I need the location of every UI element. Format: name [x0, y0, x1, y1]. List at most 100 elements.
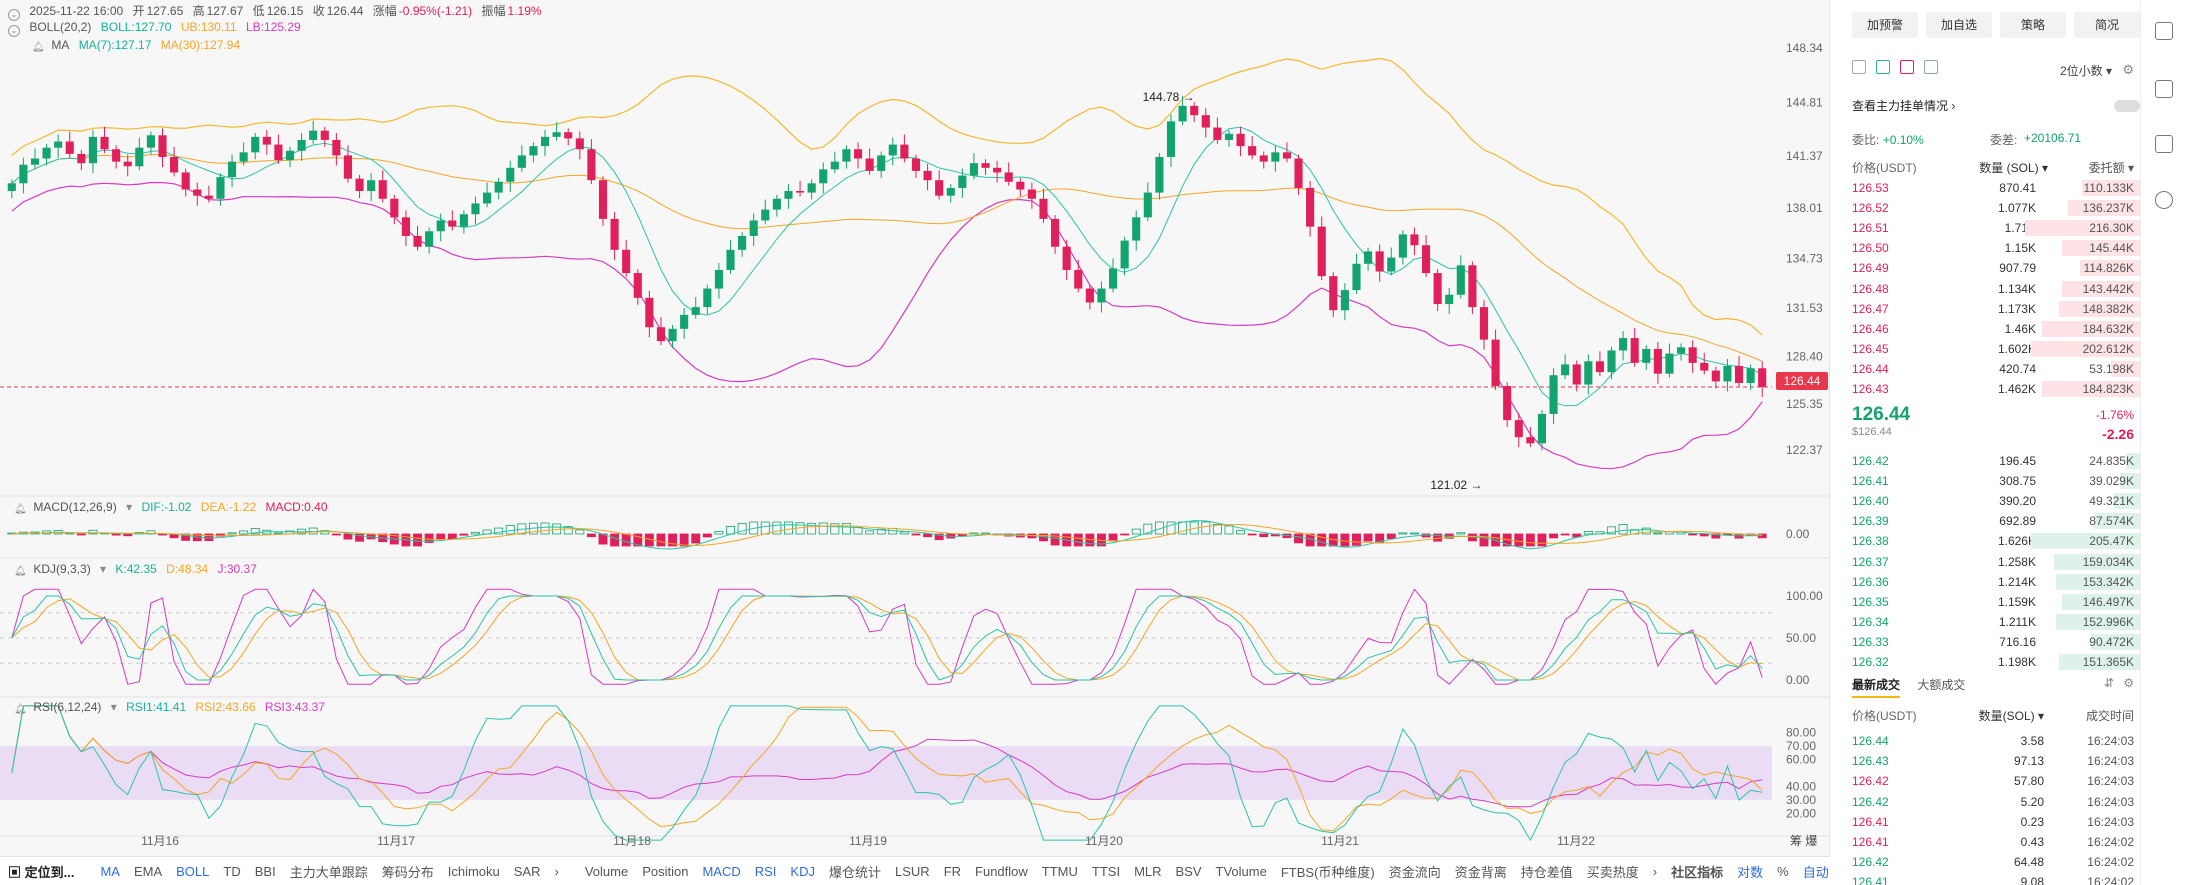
auto-scale-toggle[interactable]: 自动	[1802, 864, 1829, 880]
kdj-axis-label: 100.00	[1786, 589, 1823, 603]
trade-time: 16:24:02	[2087, 855, 2134, 870]
collapse-icon[interactable]: ⌄	[8, 25, 20, 37]
support-icon[interactable]	[2155, 191, 2173, 209]
ask-row[interactable]: 126.53 870.41 110.133K	[1852, 178, 2140, 198]
dropdown-icon[interactable]: ▾	[126, 500, 133, 514]
bid-row[interactable]: 126.35 1.159K 146.497K	[1852, 592, 2140, 612]
ma-name[interactable]: MA	[51, 38, 70, 52]
indicator-tab[interactable]: BOLL	[176, 863, 210, 879]
bell-icon[interactable]: 🔔︎	[32, 42, 45, 53]
bid-row[interactable]: 126.37 1.258K 159.034K	[1852, 552, 2140, 572]
sub-indicator-tab[interactable]: FTBS(币种维度)	[1280, 864, 1375, 880]
sub-indicator-tab[interactable]: TTMU	[1041, 863, 1078, 879]
trade-col-qty[interactable]: 数量(SOL) ▾	[1978, 709, 2044, 723]
sub-indicator-tab[interactable]: Position	[642, 863, 689, 879]
ask-row[interactable]: 126.45 1.602K 202.612K	[1852, 339, 2140, 359]
bid-row[interactable]: 126.38 1.626K 205.47K	[1852, 531, 2140, 551]
bid-row[interactable]: 126.32 1.198K 151.365K	[1852, 652, 2140, 672]
ask-row[interactable]: 126.48 1.134K 143.442K	[1852, 279, 2140, 299]
tab-latest-trades[interactable]: 最新成交	[1852, 678, 1901, 698]
chart-area[interactable]: 148.34 144.81 141.37 138.01 134.73 131.53 128.…	[0, 0, 1830, 885]
sub-indicator-tab[interactable]: Fundflow	[975, 863, 1028, 879]
percent-toggle[interactable]: %	[1777, 863, 1789, 879]
kdj-name[interactable]: KDJ(9,3,3)	[33, 562, 91, 576]
log-scale-toggle[interactable]: 对数	[1737, 864, 1764, 880]
indicator-tab[interactable]: Ichimoku	[447, 863, 500, 879]
kline-chart[interactable]: 148.34 144.81 141.37 138.01 134.73 131.53 128.…	[0, 0, 1830, 856]
sub-indicator-tab[interactable]: 持仓差值	[1520, 864, 1573, 880]
indicator-tab[interactable]: BBI	[254, 863, 276, 879]
indicator-tab[interactable]: MA	[100, 863, 120, 879]
indicator-tab[interactable]: 主力大单跟踪	[289, 864, 368, 880]
indicator-tab[interactable]: 筹码分布	[381, 864, 434, 880]
sub-indicator-tab[interactable]: TTSI	[1091, 863, 1121, 879]
collapse-icon[interactable]: ⌄	[8, 9, 20, 21]
filter-icon[interactable]: ⇵	[2103, 676, 2114, 690]
strategy-button[interactable]: 策略	[2000, 12, 2066, 38]
rsi-name[interactable]: RSI(6,12,24)	[33, 700, 102, 714]
bid-row[interactable]: 126.40 390.20 49.321K	[1852, 491, 2140, 511]
ask-row[interactable]: 126.46 1.46K 184.632K	[1852, 319, 2140, 339]
chevron-right-icon[interactable]: ›	[1652, 863, 1658, 879]
sub-indicator-tab[interactable]: BSV	[1175, 863, 1202, 879]
sub-indicator-tab[interactable]: Volume	[584, 863, 629, 879]
bid-row[interactable]: 126.34 1.211K 152.996K	[1852, 612, 2140, 632]
decimal-select[interactable]: 2位小数 ▾	[2059, 64, 2112, 78]
col-qty[interactable]: 数量 (SOL) ▾	[1979, 161, 2048, 175]
locate-button[interactable]: ▣ 定位到...	[0, 862, 81, 881]
sub-indicator-tab[interactable]: MACD	[702, 863, 741, 879]
sub-indicator-tab[interactable]: 资金背离	[1454, 864, 1507, 880]
sub-indicator-tab[interactable]: KDJ	[790, 863, 815, 879]
boll-name[interactable]: BOLL(20,2)	[29, 20, 92, 34]
both-sides-icon[interactable]	[1852, 60, 1866, 74]
indicator-tab[interactable]: EMA	[133, 863, 163, 879]
tab-big-trades[interactable]: 大额成交	[1917, 678, 1966, 692]
gear-icon[interactable]: ⚙	[2123, 676, 2134, 690]
indicator-tab[interactable]: TD	[223, 863, 241, 879]
sub-indicator-tab[interactable]: 买卖热度	[1586, 864, 1639, 880]
ask-row[interactable]: 126.49 907.79 114.826K	[1852, 258, 2140, 278]
ask-row[interactable]: 126.47 1.173K 148.382K	[1852, 299, 2140, 319]
bell-icon[interactable]: 🔔︎	[14, 566, 27, 577]
depth-icon[interactable]	[1924, 60, 1938, 74]
bid-row[interactable]: 126.42 196.45 24.835K	[1852, 451, 2140, 471]
gear-icon[interactable]: ⚙	[2122, 62, 2134, 77]
toggle-switch[interactable]	[2114, 100, 2140, 112]
indicator-icon[interactable]	[2155, 80, 2173, 98]
bid-row[interactable]: 126.41 308.75 39.029K	[1852, 471, 2140, 491]
bid-row[interactable]: 126.33 716.16 90.472K	[1852, 632, 2140, 652]
bid-row[interactable]: 126.36 1.214K 153.342K	[1852, 572, 2140, 592]
indicator-tab[interactable]: SAR	[513, 863, 541, 879]
main-orders-link[interactable]: 查看主力挂单情况 ›	[1852, 97, 2140, 114]
ask-row[interactable]: 126.51 1.71K 216.30K	[1852, 218, 2140, 238]
ask-row[interactable]: 126.50 1.15K 145.44K	[1852, 238, 2140, 258]
ask-row[interactable]: 126.44 420.74 53.198K	[1852, 359, 2140, 379]
bell-icon[interactable]: 🔔︎	[14, 704, 27, 715]
ask-row[interactable]: 126.52 1.077K 136.237K	[1852, 198, 2140, 218]
depth-bar	[2031, 340, 2140, 357]
community-indicator-button[interactable]: 社区指标	[1671, 864, 1724, 880]
sub-indicator-tab[interactable]: RSI	[754, 863, 777, 879]
chart-icon[interactable]	[2155, 135, 2173, 153]
macd-bar	[633, 533, 643, 547]
sub-indicator-tab[interactable]: TVolume	[1215, 863, 1267, 879]
sub-indicator-tab[interactable]: MLR	[1134, 863, 1162, 879]
bell-icon[interactable]: 🔔︎	[14, 504, 27, 515]
ask-row[interactable]: 126.43 1.462K 184.823K	[1852, 379, 2140, 399]
sub-indicator-tab[interactable]: 资金流向	[1388, 864, 1441, 880]
chevron-right-icon[interactable]: ›	[554, 863, 559, 879]
overview-button[interactable]: 简况	[2074, 12, 2140, 38]
bids-only-icon[interactable]	[1876, 60, 1890, 74]
sub-indicator-tab[interactable]: LSUR	[895, 863, 930, 879]
dropdown-icon[interactable]: ▾	[110, 700, 117, 714]
add-watchlist-button[interactable]: 加自选	[1926, 12, 1992, 38]
asks-only-icon[interactable]	[1900, 60, 1914, 74]
dropdown-icon[interactable]: ▾	[100, 562, 107, 576]
sub-indicator-tab[interactable]: FR	[943, 863, 962, 879]
add-alert-button[interactable]: 加预警	[1852, 12, 1918, 38]
share-icon[interactable]	[2155, 22, 2173, 40]
macd-name[interactable]: MACD(12,26,9)	[33, 500, 117, 514]
bid-row[interactable]: 126.39 692.89 87.574K	[1852, 511, 2140, 531]
col-total[interactable]: 委托额 ▾	[2088, 161, 2134, 175]
sub-indicator-tab[interactable]: 爆仓统计	[828, 864, 881, 880]
